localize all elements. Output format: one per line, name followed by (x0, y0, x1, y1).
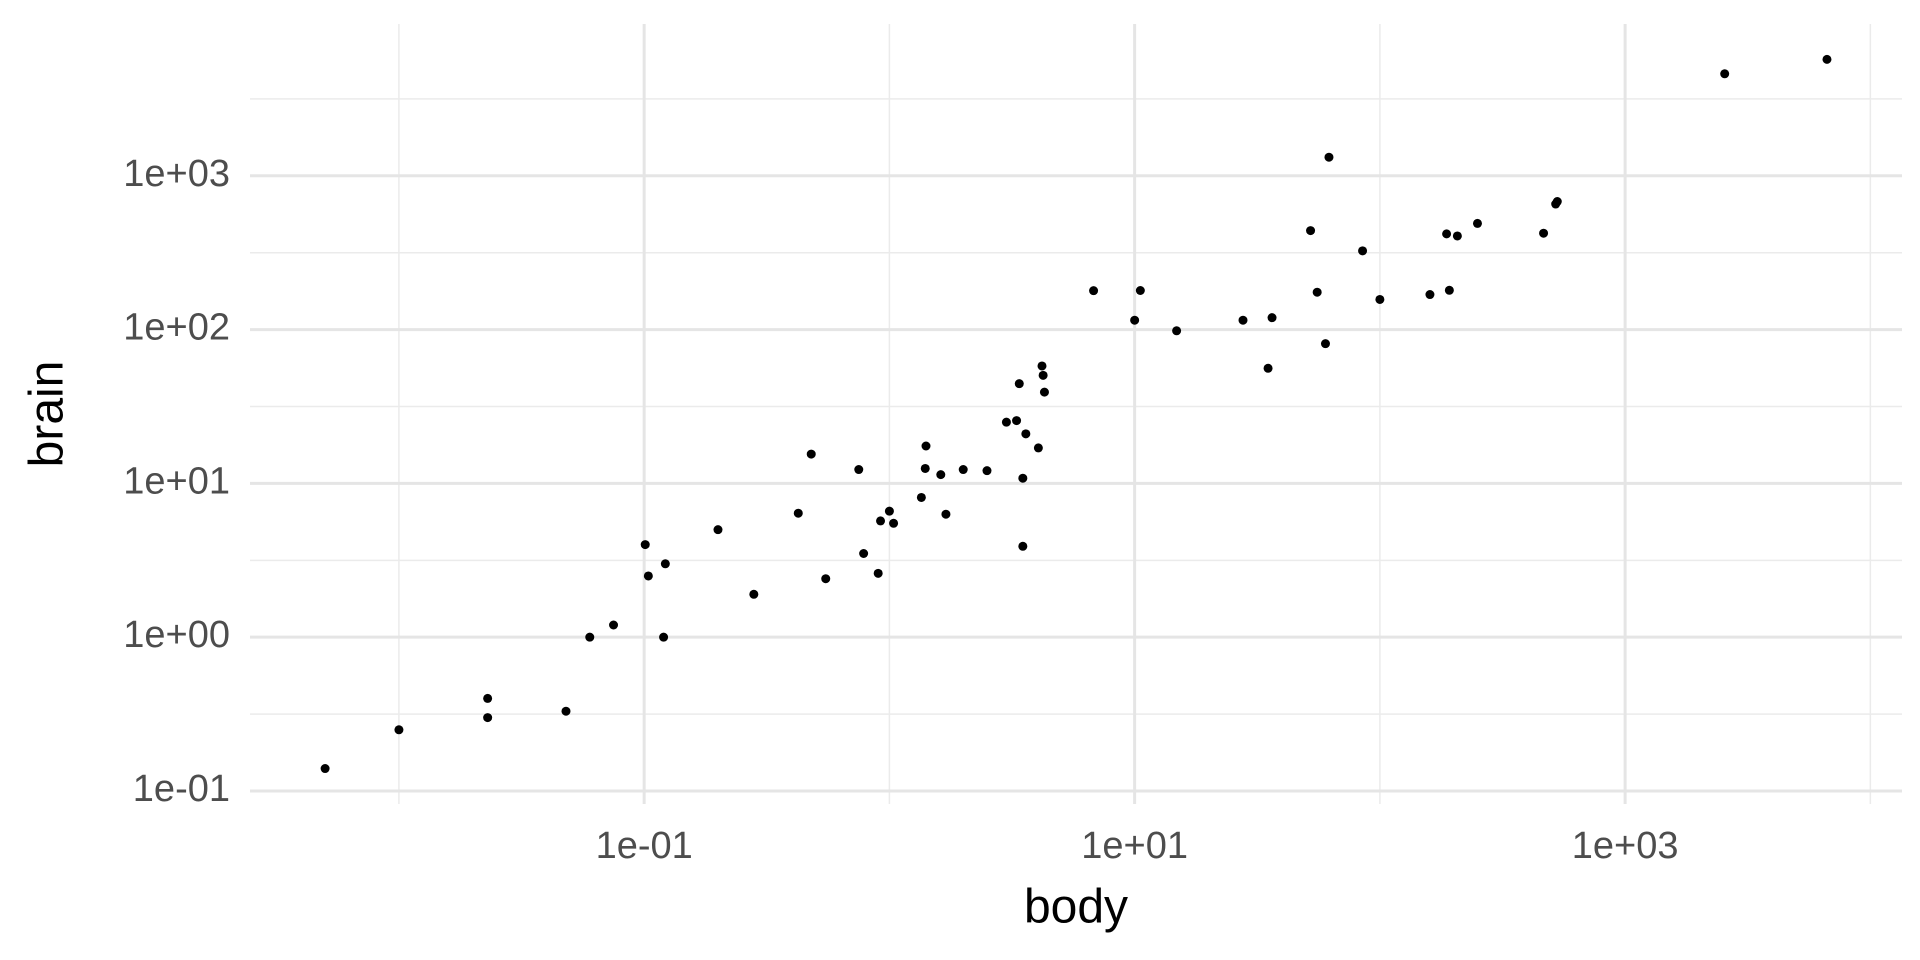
point (1037, 361, 1047, 371)
point (1442, 229, 1452, 239)
y-tick-label: 1e+02 (123, 307, 230, 349)
point (1425, 290, 1435, 300)
point (1320, 339, 1330, 349)
point (1238, 315, 1248, 325)
points (320, 54, 1832, 774)
grid (250, 24, 1902, 804)
y-tick-label: 1e+00 (123, 614, 230, 656)
point (1172, 326, 1182, 336)
point (920, 463, 930, 473)
point (982, 466, 992, 476)
point (1263, 363, 1273, 373)
point (1039, 387, 1049, 397)
point (1001, 417, 1011, 427)
x-tick-label: 1e-01 (596, 825, 693, 867)
x-tick-label: 1e+03 (1572, 825, 1679, 867)
point (1822, 54, 1832, 64)
point (1018, 473, 1028, 483)
point (561, 706, 571, 716)
point (889, 518, 899, 528)
point (1012, 416, 1022, 426)
point (394, 725, 404, 735)
point (1720, 69, 1730, 79)
y-tick-label: 1e+03 (123, 153, 230, 195)
point (1539, 228, 1549, 238)
point (749, 589, 759, 599)
point (1014, 379, 1024, 389)
point (1312, 287, 1322, 297)
point (1472, 218, 1482, 228)
point (1267, 313, 1277, 323)
point (873, 568, 883, 578)
point (859, 549, 869, 559)
point (643, 571, 653, 581)
point (483, 713, 493, 723)
point (821, 574, 831, 584)
point (941, 509, 951, 519)
point (1130, 315, 1140, 325)
point (713, 525, 723, 535)
point (876, 516, 886, 526)
point (1135, 285, 1145, 295)
point (854, 465, 864, 475)
point (640, 540, 650, 550)
point (806, 449, 816, 459)
point (659, 632, 669, 642)
x-tick-label: 1e+01 (1081, 825, 1188, 867)
point (1038, 370, 1048, 380)
point (585, 632, 595, 642)
point (958, 465, 968, 475)
point (1375, 294, 1385, 304)
y-tick-label: 1e-01 (133, 768, 230, 810)
x-axis-title: body (1024, 881, 1128, 934)
point (660, 559, 670, 569)
point (1358, 246, 1368, 256)
point (609, 620, 619, 630)
point (1452, 231, 1462, 241)
point (483, 693, 493, 703)
point (936, 470, 946, 480)
point (793, 508, 803, 518)
point (1033, 443, 1043, 453)
point (1021, 429, 1031, 439)
point (1444, 285, 1454, 295)
point (1552, 197, 1562, 207)
point (1306, 226, 1316, 236)
labels: 1e-01 1e+01 1e+03 1e-01 1e+00 1e+01 1e+02 1e+03 (123, 153, 1678, 867)
point (1324, 152, 1334, 162)
point (1089, 286, 1099, 296)
point (1018, 541, 1028, 551)
y-tick-label: 1e+01 (123, 460, 230, 502)
point (320, 764, 330, 774)
point (884, 506, 894, 516)
y-axis-title: brain (21, 361, 74, 468)
point (916, 492, 926, 502)
point (921, 441, 931, 451)
